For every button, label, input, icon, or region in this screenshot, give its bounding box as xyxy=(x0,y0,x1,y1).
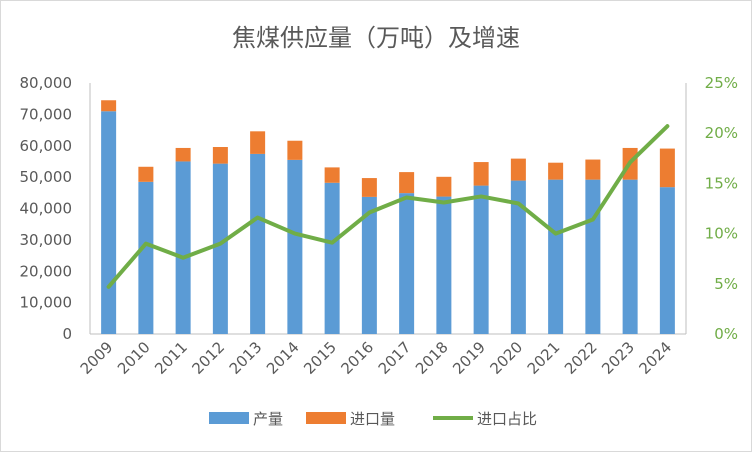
bar-production xyxy=(436,196,452,334)
x-tick-label: 2023 xyxy=(598,338,638,378)
y-right-tick-label: 25% xyxy=(705,74,738,92)
bar-import xyxy=(101,100,117,112)
bar-import xyxy=(585,159,601,180)
bar-import xyxy=(510,158,526,181)
bar-production xyxy=(287,159,303,334)
y-left-tick-label: 0 xyxy=(62,325,72,343)
y-left-tick-label: 40,000 xyxy=(20,200,73,218)
y-right-tick-label: 5% xyxy=(714,275,738,293)
bar-import xyxy=(287,140,303,160)
legend-swatch-import xyxy=(306,412,346,424)
bar-production xyxy=(101,111,117,334)
x-tick-label: 2016 xyxy=(337,338,377,378)
y-right-tick-label: 0% xyxy=(714,325,738,343)
y-left-tick-label: 80,000 xyxy=(20,74,73,92)
x-tick-label: 2019 xyxy=(449,338,489,378)
x-tick-label: 2012 xyxy=(188,338,228,378)
bar-production xyxy=(473,185,489,334)
y-left-tick-label: 60,000 xyxy=(20,137,73,155)
bar-import xyxy=(138,166,154,182)
bar-import xyxy=(399,172,415,194)
y-right-tick-label: 15% xyxy=(705,174,738,192)
bar-import xyxy=(324,167,340,183)
bar-production xyxy=(548,179,564,334)
bar-import xyxy=(361,178,377,197)
y-left-tick-label: 50,000 xyxy=(20,168,73,186)
bars xyxy=(101,100,675,334)
x-tick-label: 2015 xyxy=(300,338,340,378)
x-tick-label: 2024 xyxy=(635,338,675,378)
legend: 产量 进口量 进口占比 xyxy=(209,410,537,428)
legend-swatch-production xyxy=(209,412,249,424)
bar-production xyxy=(585,179,601,334)
bar-production xyxy=(212,163,228,334)
x-tick-label: 2013 xyxy=(226,338,266,378)
bar-production xyxy=(399,193,415,334)
line-series xyxy=(106,124,670,289)
y-right-tick-label: 20% xyxy=(705,124,738,142)
y-left-tick-label: 70,000 xyxy=(20,105,73,123)
bar-import xyxy=(250,131,266,154)
bar-production xyxy=(250,153,266,334)
import-share-line xyxy=(106,124,670,289)
y-left-tick-label: 20,000 xyxy=(20,262,73,280)
bar-production xyxy=(324,182,340,334)
bar-production xyxy=(510,180,526,334)
y-left-tick-label: 10,000 xyxy=(20,294,73,312)
x-tick-label: 2021 xyxy=(524,338,564,378)
bar-import xyxy=(175,147,191,162)
bar-production xyxy=(361,196,377,334)
legend-label-import: 进口量 xyxy=(350,410,395,428)
x-tick-label: 2011 xyxy=(151,338,191,378)
bar-production xyxy=(622,179,638,334)
bar-import xyxy=(212,147,228,164)
bar-import xyxy=(436,176,452,197)
x-tick-label: 2022 xyxy=(561,338,601,378)
bar-import xyxy=(548,162,564,180)
bar-import xyxy=(659,148,675,188)
x-tick-label: 2018 xyxy=(412,338,452,378)
bar-production xyxy=(138,181,154,334)
bar-production xyxy=(659,187,675,334)
bar-production xyxy=(175,161,191,334)
bar-import xyxy=(473,162,489,186)
x-tick-label: 2009 xyxy=(77,338,117,378)
chart-title: 焦煤供应量（万吨）及增速 xyxy=(232,24,520,52)
legend-label-production: 产量 xyxy=(253,410,283,428)
x-tick-label: 2014 xyxy=(263,338,303,378)
x-tick-label: 2010 xyxy=(114,338,154,378)
x-tick-label: 2017 xyxy=(375,338,415,378)
y-right-tick-label: 10% xyxy=(705,225,738,243)
legend-label-import-share: 进口占比 xyxy=(477,410,537,428)
y-left-tick-label: 30,000 xyxy=(20,231,73,249)
x-tick-label: 2020 xyxy=(486,338,526,378)
